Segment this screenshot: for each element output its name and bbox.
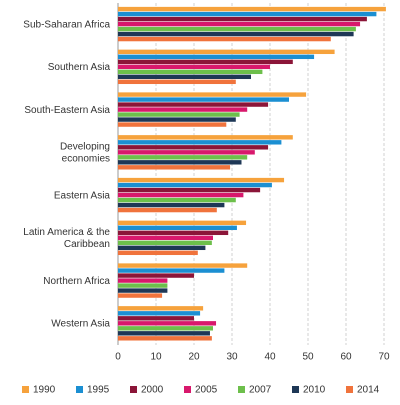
bar: [118, 6, 386, 12]
bar: [118, 160, 242, 165]
bar: [118, 165, 231, 170]
legend-swatch: [76, 386, 83, 393]
bar: [118, 145, 269, 150]
bar: [118, 283, 168, 288]
bar: [118, 36, 331, 42]
bar: [118, 59, 293, 65]
bar: [118, 311, 201, 316]
bar: [118, 31, 354, 37]
bar: [118, 140, 282, 145]
x-tick-label: 10: [150, 352, 162, 363]
legend-label: 2014: [357, 385, 380, 396]
bar: [118, 135, 293, 140]
category-label: Southern Asia: [48, 62, 111, 73]
bar: [118, 74, 251, 80]
legend-label: 2010: [303, 385, 326, 396]
bar: [118, 79, 236, 85]
bar: [118, 117, 236, 122]
bar: [118, 192, 244, 198]
x-tick-label: 60: [340, 352, 352, 363]
bar: [118, 225, 237, 231]
bar: [118, 122, 227, 127]
legend-swatch: [238, 386, 245, 393]
bar: [118, 107, 248, 112]
bar: [118, 92, 307, 97]
bar: [118, 278, 168, 283]
bar: [118, 331, 210, 336]
category-label: Developing economies: [60, 141, 110, 164]
bar: [118, 49, 335, 55]
bar: [118, 112, 240, 117]
bar: [118, 293, 163, 298]
bar: [118, 102, 269, 107]
category-label: Eastern Asia: [54, 190, 111, 201]
bar: [118, 321, 217, 326]
bar: [118, 64, 270, 70]
bar: [118, 240, 212, 246]
bar: [118, 177, 285, 183]
legend-swatch: [292, 386, 299, 393]
bar: [118, 207, 217, 213]
bar: [118, 245, 206, 251]
legend-swatch: [22, 386, 29, 393]
bar: [118, 155, 248, 160]
bar: [118, 336, 212, 341]
bar: [118, 182, 272, 188]
bar: [118, 202, 225, 208]
category-label: Latin America & the Caribbean: [23, 227, 110, 250]
x-tick-label: 0: [115, 352, 121, 363]
bar: [118, 263, 248, 268]
legend-label: 2005: [195, 385, 218, 396]
x-tick-label: 50: [302, 352, 314, 363]
category-label: Western Asia: [51, 318, 110, 329]
bar: [118, 230, 229, 236]
bar: [118, 316, 194, 321]
category-label: Sub-Saharan Africa: [23, 19, 110, 30]
bar: [118, 268, 225, 273]
legend-label: 2007: [249, 385, 272, 396]
bar: [118, 26, 356, 32]
legend-swatch: [184, 386, 191, 393]
bar: [118, 54, 315, 60]
bar: [118, 220, 247, 226]
bar: [118, 97, 289, 102]
bar: [118, 306, 204, 311]
legend-label: 1995: [87, 385, 110, 396]
bar: [118, 197, 236, 203]
category-label: South-Eastern Asia: [24, 105, 110, 116]
legend-swatch: [346, 386, 353, 393]
x-tick-label: 70: [378, 352, 390, 363]
bar: [118, 16, 367, 22]
x-tick-label: 40: [264, 352, 276, 363]
bar: [118, 69, 263, 75]
bar: [118, 11, 377, 17]
bar: [118, 288, 168, 293]
legend-swatch: [130, 386, 137, 393]
x-tick-label: 20: [188, 352, 200, 363]
bar: [118, 150, 255, 155]
legend-label: 1990: [33, 385, 56, 396]
bar: [118, 187, 261, 193]
bar: [118, 273, 194, 278]
bar: [118, 250, 198, 256]
x-tick-label: 30: [226, 352, 238, 363]
bar: [118, 326, 213, 331]
bar: [118, 235, 213, 241]
legend-label: 2000: [141, 385, 164, 396]
category-label: Northern Africa: [43, 276, 110, 287]
bar: [118, 21, 361, 27]
